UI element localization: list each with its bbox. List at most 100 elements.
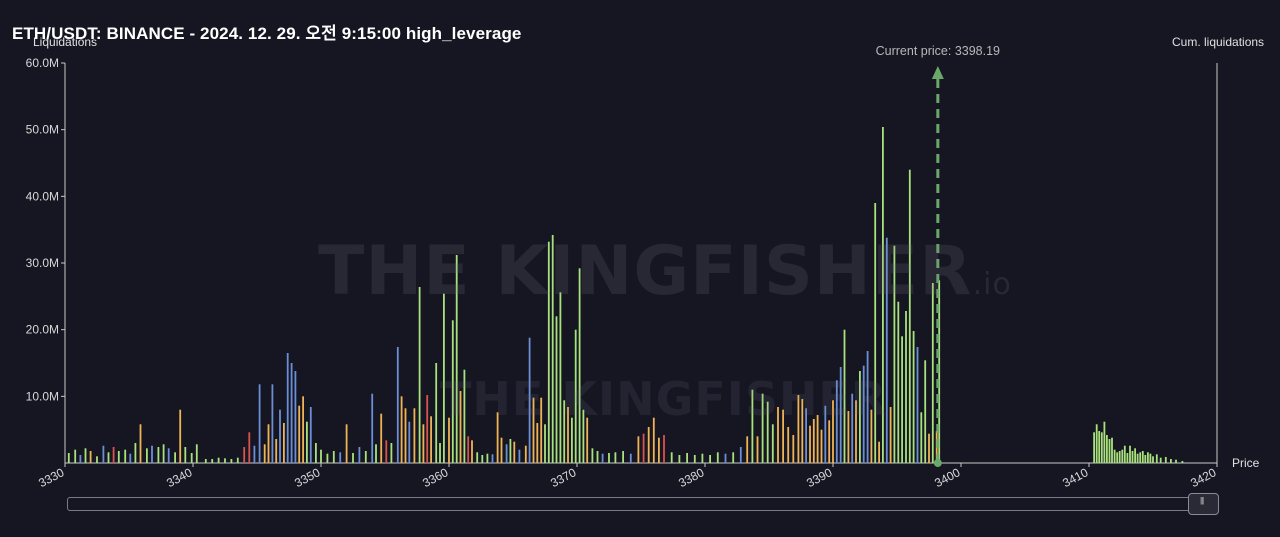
liquidation-bar bbox=[413, 408, 416, 463]
x-tick-label: 3390 bbox=[804, 465, 834, 490]
liquidation-bar bbox=[686, 453, 688, 463]
liquidation-bar bbox=[204, 459, 207, 463]
liquidation-bar bbox=[371, 393, 374, 463]
liquidation-bar bbox=[724, 453, 727, 463]
liquidation-bar bbox=[739, 447, 742, 463]
liquidation-bar bbox=[1164, 457, 1167, 463]
liquidation-bar bbox=[302, 396, 304, 463]
liquidation-bar bbox=[1152, 456, 1154, 463]
liquidation-bar bbox=[828, 420, 831, 463]
liquidation-bar bbox=[670, 452, 673, 463]
liquidation-bar bbox=[139, 424, 142, 463]
liquidation-bar bbox=[211, 459, 214, 463]
liquidation-bar bbox=[924, 360, 927, 463]
liquidation-bar bbox=[647, 427, 650, 463]
liquidation-bar bbox=[385, 440, 388, 463]
liquidation-bar bbox=[851, 393, 854, 463]
liquidation-bar bbox=[1144, 455, 1147, 463]
liquidation-bar bbox=[716, 452, 719, 463]
liquidation-bar bbox=[1170, 459, 1172, 463]
x-axis-title: Price bbox=[1232, 456, 1260, 470]
liquidation-bar bbox=[89, 451, 92, 463]
liquidation-bar bbox=[84, 448, 87, 463]
liquidation-bar bbox=[224, 458, 226, 463]
liquidation-bar bbox=[805, 408, 807, 463]
x-tick-label: 3360 bbox=[420, 465, 450, 490]
liquidation-bar bbox=[614, 452, 617, 463]
liquidation-bar bbox=[481, 455, 484, 463]
y-tick-label: 40.0M bbox=[26, 189, 59, 203]
liquidation-bar bbox=[839, 367, 842, 463]
liquidation-bar bbox=[658, 437, 660, 463]
liquidation-bar bbox=[1141, 451, 1144, 463]
chart-title: ETH/USDT: BINANCE - 2024. 12. 29. 오전 9:1… bbox=[12, 24, 522, 43]
liquidation-bar bbox=[286, 353, 289, 463]
liquidation-bar bbox=[928, 433, 930, 463]
liquidation-bar bbox=[505, 444, 508, 463]
liquidation-bar bbox=[547, 241, 550, 463]
liquidation-bar bbox=[524, 445, 527, 463]
liquidation-bar bbox=[1175, 459, 1177, 463]
liquidation-bar bbox=[777, 407, 779, 463]
liquidation-bar bbox=[96, 456, 98, 463]
liquidation-bar bbox=[809, 425, 811, 463]
zoom-scrollbar-track[interactable] bbox=[67, 497, 1217, 511]
liquidation-bar bbox=[1118, 451, 1121, 463]
liquidation-bar bbox=[761, 393, 764, 463]
liquidation-bar bbox=[518, 449, 521, 463]
liquidation-bar bbox=[901, 336, 903, 463]
liquidation-bar bbox=[586, 417, 589, 463]
liquidation-bar bbox=[912, 331, 915, 463]
current-price-label: Current price: 3398.19 bbox=[876, 44, 1000, 58]
liquidation-bar bbox=[459, 391, 462, 463]
liquidation-bar bbox=[309, 407, 312, 463]
liquidation-bar bbox=[582, 409, 585, 463]
liquidation-bar bbox=[320, 449, 322, 463]
y-tick-label: 50.0M bbox=[26, 123, 59, 137]
liquidation-bar bbox=[905, 311, 907, 463]
liquidation-bar bbox=[267, 424, 270, 463]
x-tick-label: 3340 bbox=[164, 465, 194, 490]
liquidation-bar bbox=[889, 407, 892, 463]
liquidation-bar bbox=[751, 389, 754, 463]
liquidation-bar bbox=[167, 448, 170, 463]
x-tick-label: 3370 bbox=[548, 465, 578, 490]
y2-axis-title: Cum. liquidations bbox=[1172, 35, 1265, 49]
liquidation-bar bbox=[236, 457, 239, 463]
liquidation-bar bbox=[920, 412, 923, 463]
liquidation-bar bbox=[555, 316, 558, 463]
liquidation-bar bbox=[294, 371, 297, 463]
liquidation-bar bbox=[443, 293, 445, 463]
liquidation-bar bbox=[418, 287, 421, 463]
liquidation-bar bbox=[563, 400, 566, 463]
liquidation-bar bbox=[812, 419, 815, 463]
liquidation-bar bbox=[253, 445, 256, 463]
liquidation-bar bbox=[1129, 445, 1131, 463]
x-tick-label: 3420 bbox=[1188, 465, 1218, 490]
current-price-dot bbox=[933, 459, 942, 467]
liquidation-bar bbox=[591, 448, 594, 463]
liquidation-bar bbox=[601, 453, 604, 463]
liquidation-bar bbox=[1116, 452, 1119, 463]
liquidation-bar bbox=[332, 451, 335, 463]
liquidation-bar bbox=[290, 363, 293, 463]
liquidation-bar bbox=[179, 409, 182, 463]
x-tick-label: 3400 bbox=[932, 465, 962, 490]
x-tick-label: 3330 bbox=[36, 465, 66, 490]
liquidation-bar bbox=[771, 424, 774, 463]
liquidation-bar bbox=[326, 453, 329, 463]
zoom-scrollbar-handle[interactable]: ||| bbox=[1188, 493, 1219, 515]
liquidation-bar bbox=[1147, 452, 1149, 463]
liquidation-bar bbox=[1100, 432, 1103, 463]
liquidation-bar bbox=[102, 445, 105, 463]
liquidation-bar bbox=[1113, 449, 1116, 463]
liquidation-bar bbox=[345, 424, 348, 463]
y-tick-label: 60.0M bbox=[26, 56, 59, 70]
liquidation-bar bbox=[67, 453, 70, 463]
liquidation-bar bbox=[1126, 453, 1129, 463]
liquidation-bar bbox=[151, 445, 153, 463]
y-tick-label: 30.0M bbox=[26, 256, 59, 270]
liquidation-bar bbox=[467, 436, 470, 463]
liquidation-bar bbox=[1106, 435, 1108, 463]
